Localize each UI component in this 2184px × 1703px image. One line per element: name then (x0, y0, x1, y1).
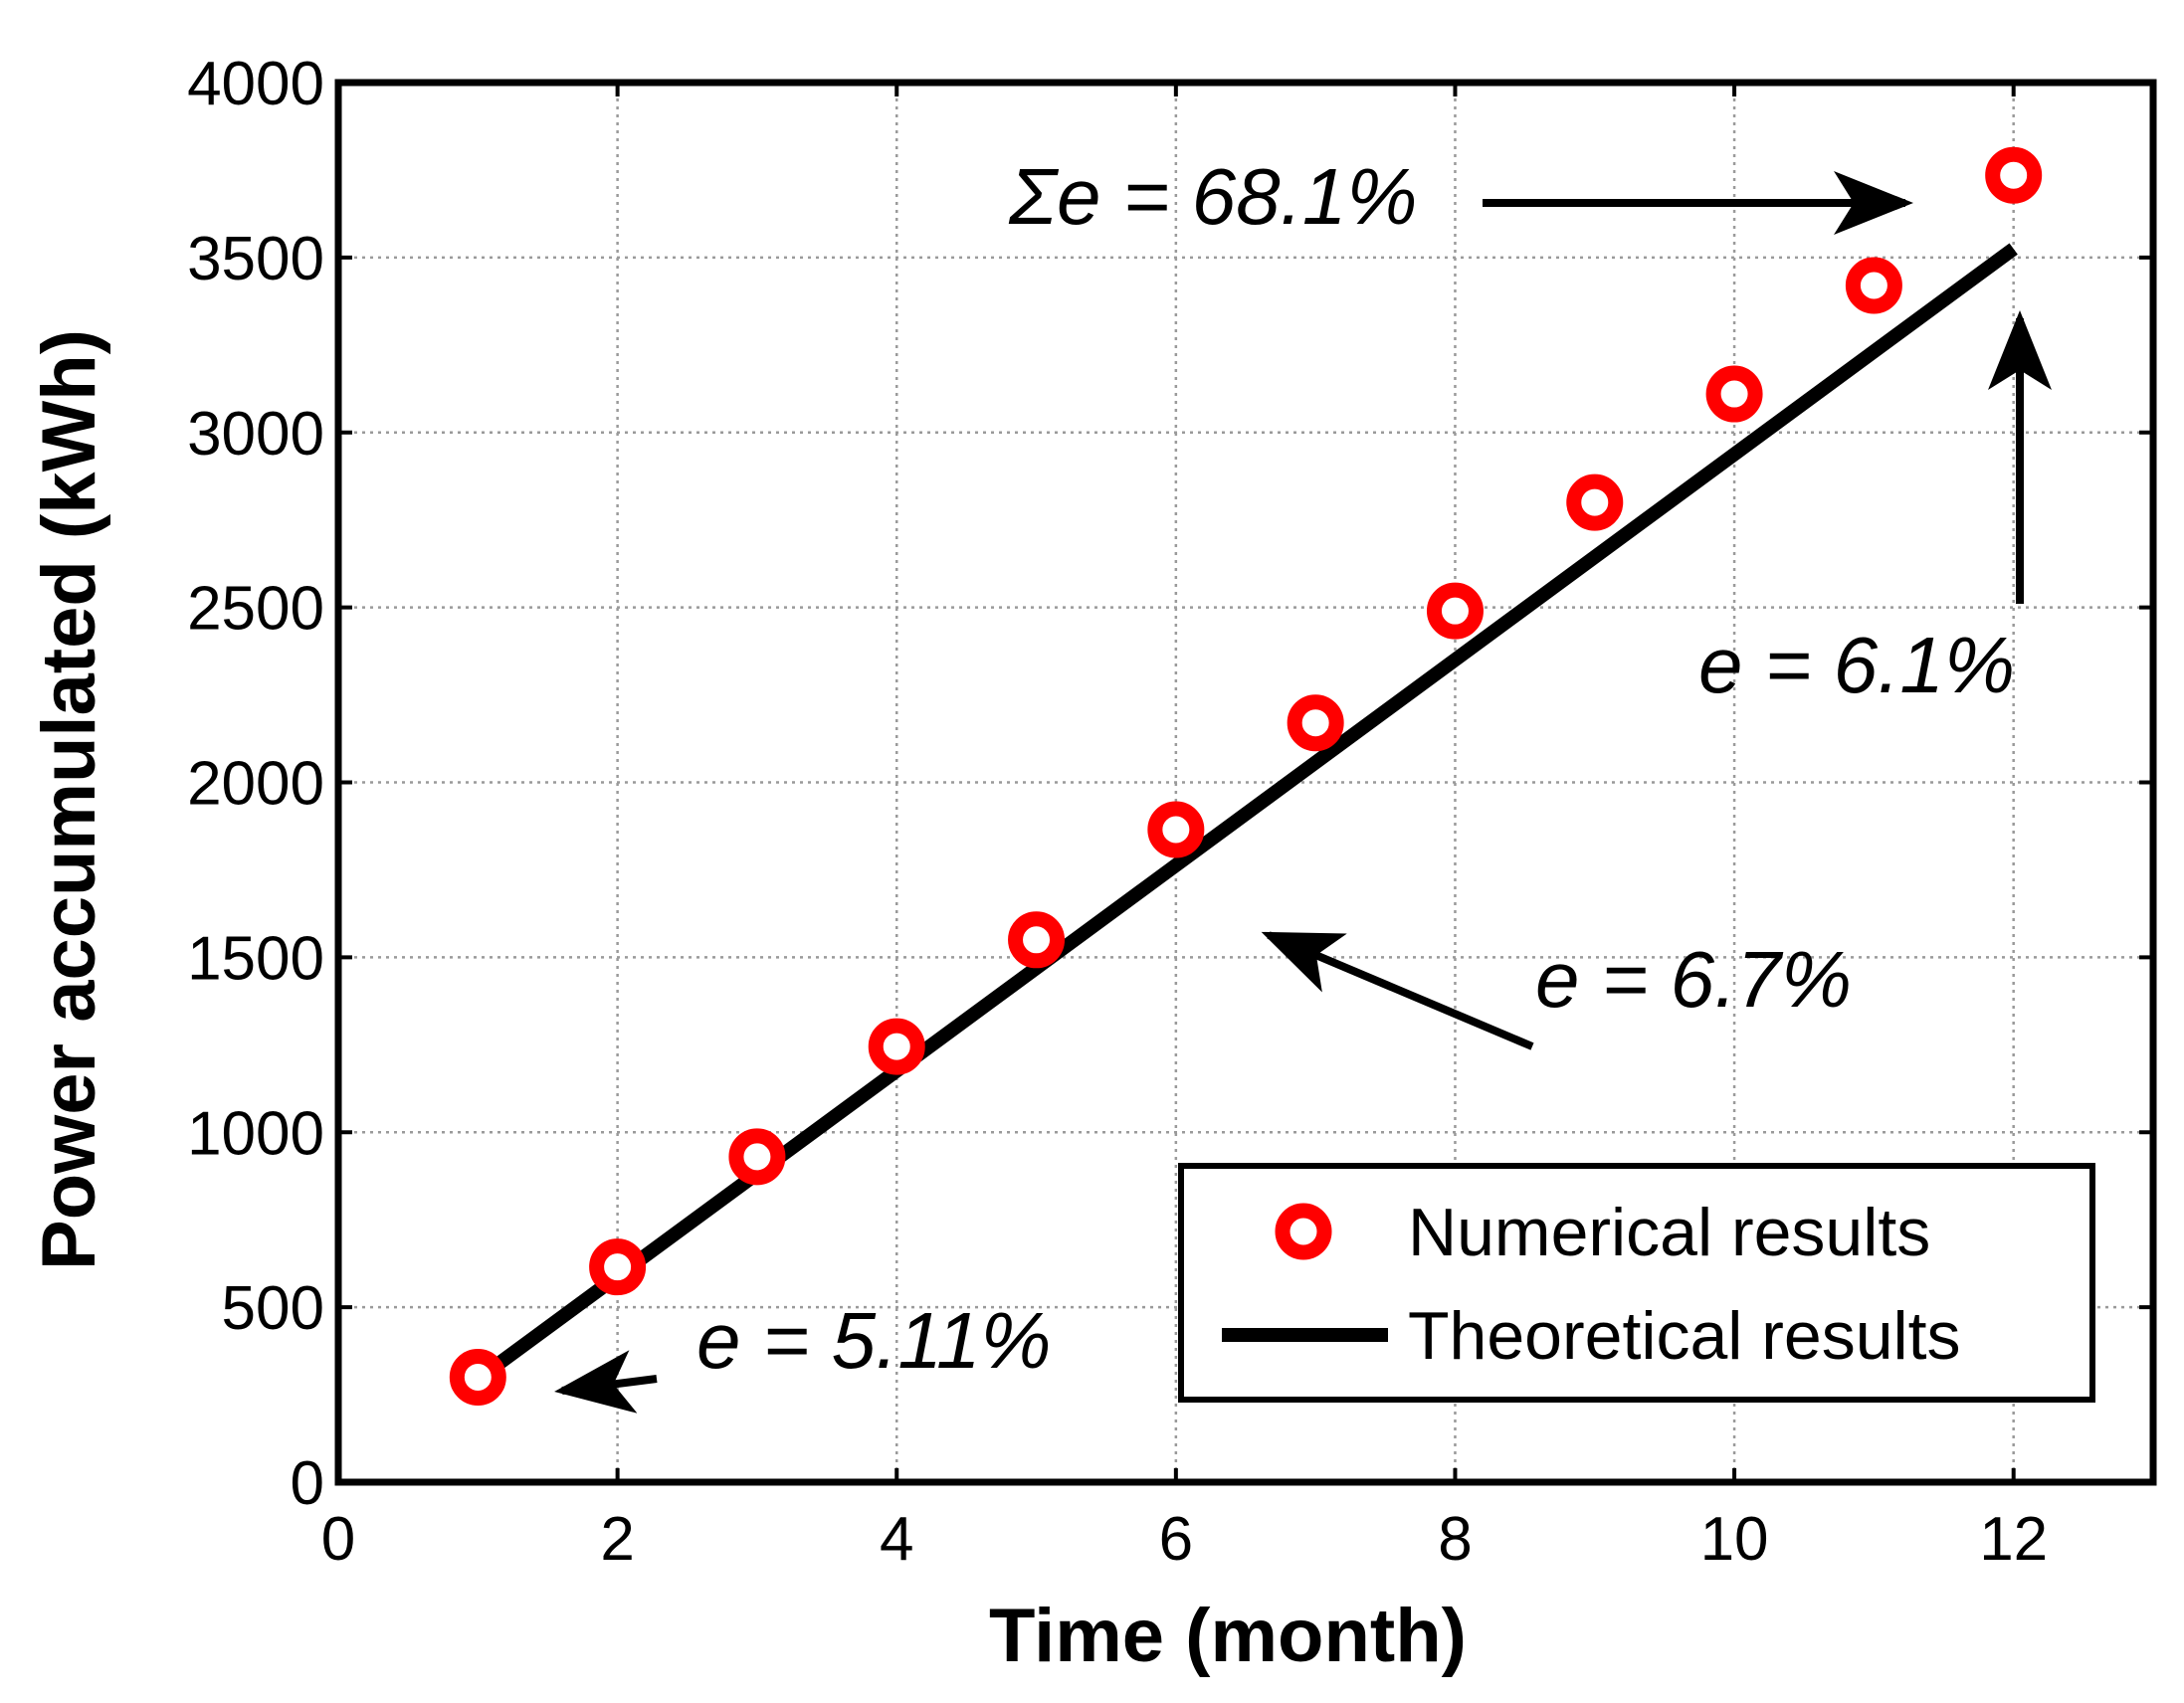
numerical-point (589, 1238, 647, 1296)
annotation-arrow (554, 1350, 658, 1414)
theoretical-line (474, 243, 2018, 1385)
x-tick-label: 8 (1438, 1505, 1472, 1574)
y-tick-labels: 0 500 1000 1500 2000 2500 3000 3500 4000 (187, 50, 324, 1518)
y-tick-label: 3000 (187, 400, 324, 469)
x-tick-labels: 0 2 4 6 8 10 12 (321, 1505, 2048, 1574)
numerical-point (1845, 257, 1902, 314)
y-axis-title: Power accumulated (kWh) (27, 329, 111, 1270)
x-tick-label: 10 (1700, 1505, 1769, 1574)
numerical-point (1985, 146, 2043, 204)
numerical-point (1287, 694, 1344, 752)
annotation-arrow (1261, 931, 1534, 1050)
legend-marker-numerical (1275, 1203, 1332, 1260)
numerical-point (1705, 365, 1763, 423)
legend-box (1178, 1163, 2095, 1403)
numerical-point (728, 1128, 786, 1186)
y-tick-label: 2000 (187, 750, 324, 819)
annotation-label: e = 5.11% (696, 1296, 1052, 1385)
series (449, 146, 2043, 1406)
numerical-point (868, 1018, 925, 1075)
x-tick-label: 6 (1159, 1505, 1193, 1574)
y-tick-label: 500 (222, 1274, 324, 1343)
legend-label-numerical: Numerical results (1408, 1195, 1930, 1270)
y-tick-label: 3500 (187, 225, 324, 293)
numerical-point (1426, 582, 1484, 640)
annotations: e = 5.11% e = 6.7% e = 6.1% Σe = 68.1% (554, 152, 2052, 1414)
annotation: e = 6.7% (1261, 931, 1852, 1050)
numerical-point (1566, 473, 1624, 531)
annotation: e = 5.11% (554, 1296, 1052, 1414)
x-tick-label: 4 (880, 1505, 913, 1574)
x-axis-title: Time (month) (989, 1594, 1467, 1678)
y-tick-label: 1000 (187, 1099, 324, 1168)
numerical-point (1008, 911, 1066, 969)
x-tick-label: 0 (321, 1505, 355, 1574)
y-tick-label: 2500 (187, 575, 324, 644)
annotation-label: e = 6.7% (1535, 935, 1852, 1024)
annotation-label: e = 6.1% (1698, 621, 2015, 709)
axis-ticks (336, 81, 2153, 1484)
y-tick-label: 4000 (187, 50, 324, 118)
x-tick-label: 12 (1979, 1505, 2048, 1574)
legend: Numerical results Theoretical results (1178, 1163, 2095, 1403)
annotation: Σe = 68.1% (1008, 152, 1913, 241)
annotation: e = 6.1% (1698, 310, 2052, 709)
numerical-point (449, 1348, 506, 1406)
annotation-label: Σe = 68.1% (1008, 152, 1417, 241)
y-tick-label: 1500 (187, 924, 324, 993)
numerical-point (1147, 801, 1205, 858)
y-tick-label: 0 (291, 1449, 324, 1518)
legend-label-theoretical: Theoretical results (1408, 1298, 1961, 1374)
x-tick-label: 2 (600, 1505, 634, 1574)
